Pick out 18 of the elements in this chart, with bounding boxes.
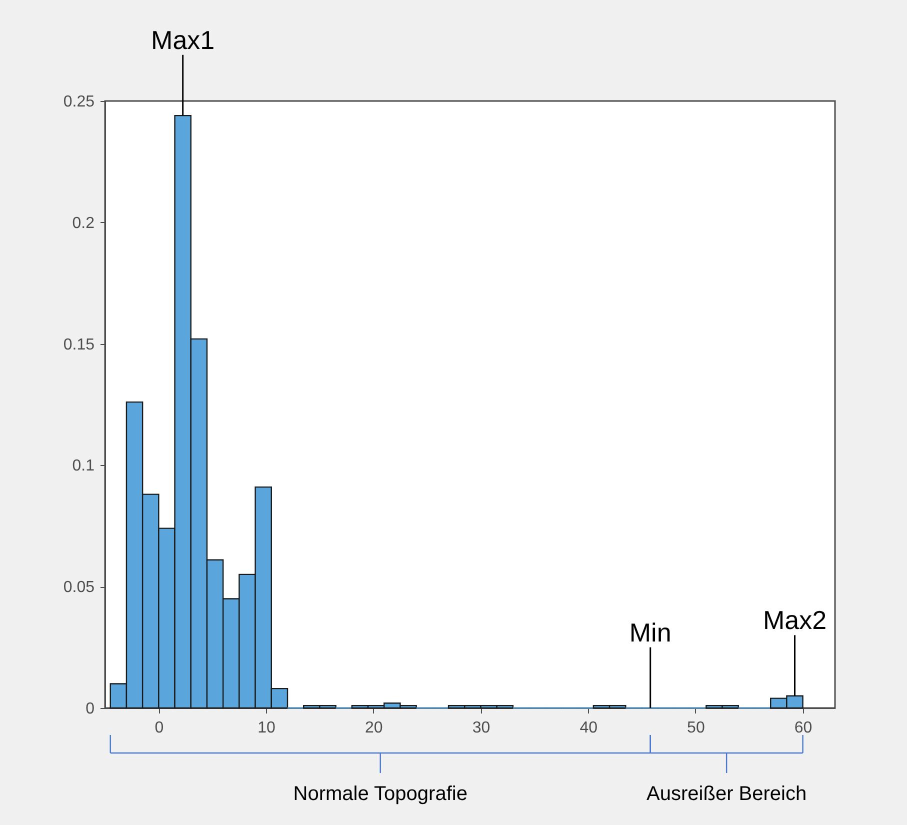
y-tick-label: 0.1 xyxy=(72,458,95,475)
annotation: Max1 xyxy=(151,24,215,55)
x-tick-label: 0 xyxy=(154,720,164,736)
text: Ausreißer Bereich xyxy=(646,783,807,805)
x-tick-label: 10 xyxy=(258,720,276,736)
y-tick-label: 0 xyxy=(86,700,95,718)
x-tick-label: 60 xyxy=(794,720,812,736)
x-tick-label: 50 xyxy=(687,720,705,736)
x-tick-label: 20 xyxy=(364,720,383,736)
y-tick-label: 0.25 xyxy=(63,94,95,110)
text: Normale Topografie xyxy=(293,783,468,805)
y-tick-label: 0.2 xyxy=(72,214,95,232)
annotation: Min xyxy=(629,617,672,648)
annotation: Max2 xyxy=(762,605,827,636)
x-tick-label: 30 xyxy=(472,720,490,736)
y-tick-label: 0.05 xyxy=(63,579,95,596)
x-tick-label: 40 xyxy=(580,720,598,736)
y-tick-label: 0.15 xyxy=(63,336,95,354)
